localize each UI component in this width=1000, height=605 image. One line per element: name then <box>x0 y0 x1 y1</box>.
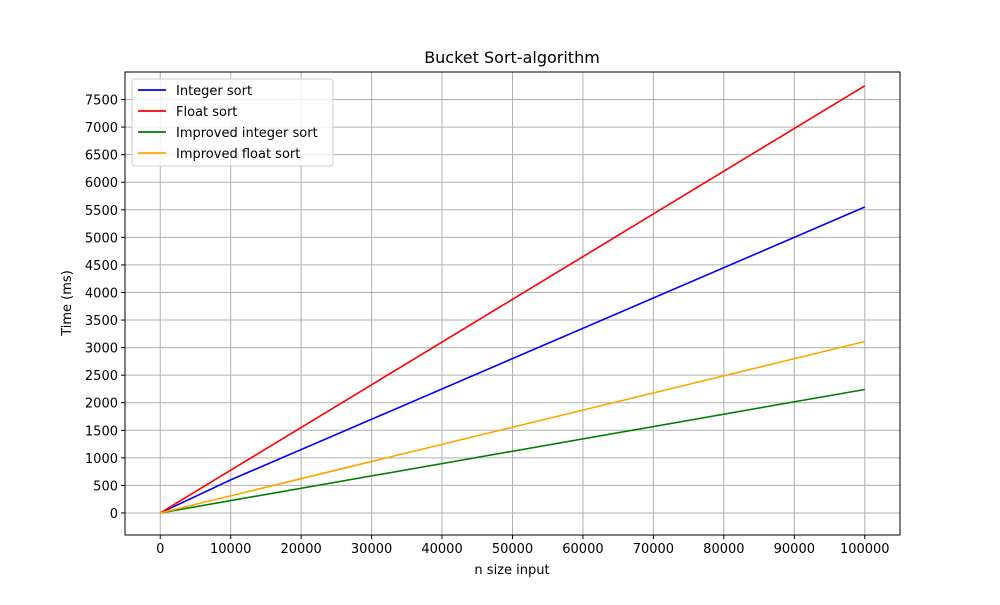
legend-label-improved-integer-sort: Improved integer sort <box>176 126 318 141</box>
legend-items: Integer sort Float sort Improved integer s… <box>138 84 318 162</box>
legend: Integer sort Float sort Improved integer s… <box>131 78 334 167</box>
series-line-improved-float-sort <box>160 340 865 514</box>
x-tick-label: 100000 <box>840 542 890 557</box>
grid <box>125 72 900 535</box>
series-line-float-sort <box>159 85 866 514</box>
y-tick-label: 3000 <box>85 342 118 357</box>
series-lines <box>159 85 866 514</box>
y-tick-label: 500 <box>93 479 118 494</box>
x-tick-label: 70000 <box>633 542 674 557</box>
series-line-integer-sort <box>159 206 866 514</box>
x-tick-label: 30000 <box>351 542 392 557</box>
y-axis-title: Time (ms) <box>60 270 75 337</box>
y-tick-label: 1500 <box>85 424 118 439</box>
legend-box <box>131 78 334 167</box>
x-tick-label: 10000 <box>210 542 251 557</box>
series-line-improved-integer-sort <box>160 388 865 514</box>
y-tick-label: 3500 <box>85 314 118 329</box>
x-tick-label: 60000 <box>562 542 603 557</box>
y-tick-label: 4500 <box>85 259 118 274</box>
x-tick-label: 20000 <box>280 542 321 557</box>
y-tick-label: 2500 <box>85 369 118 384</box>
y-tick-label: 1000 <box>85 452 118 467</box>
legend-label-integer-sort: Integer sort <box>176 84 252 99</box>
y-tick-label: 5000 <box>85 231 118 246</box>
x-tick-label: 50000 <box>492 542 533 557</box>
legend-label-improved-float-sort: Improved float sort <box>176 147 300 162</box>
axis-ticks: 0 10000 20000 30000 40000 50000 60000 70000 8000… <box>85 94 890 557</box>
y-tick-label: 0 <box>110 507 118 522</box>
y-tick-label: 6000 <box>85 176 118 191</box>
x-axis-title: n size input <box>474 563 549 578</box>
legend-label-float-sort: Float sort <box>176 105 237 120</box>
y-tick-label: 6500 <box>85 149 118 164</box>
x-tick-label: 0 <box>156 542 164 557</box>
y-tick-label: 5500 <box>85 204 118 219</box>
y-tick-label: 7500 <box>85 94 118 109</box>
x-tick-label: 90000 <box>774 542 815 557</box>
y-tick-label: 2000 <box>85 397 118 412</box>
x-tick-label: 80000 <box>703 542 744 557</box>
x-tick-label: 40000 <box>421 542 462 557</box>
y-tick-label: 7000 <box>85 121 118 136</box>
chart-title: Bucket Sort-algorithm <box>424 48 600 67</box>
y-tick-label: 4000 <box>85 286 118 301</box>
